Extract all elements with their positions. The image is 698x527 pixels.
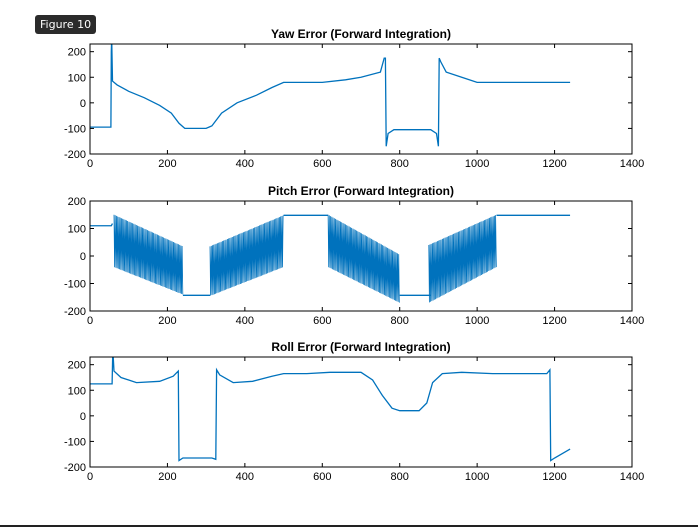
y-tick-label: 200: [68, 47, 86, 59]
x-tick-label: 400: [236, 315, 254, 327]
x-tick-label: 1400: [620, 471, 644, 483]
series-oscillation-band-1: [113, 214, 184, 295]
x-tick-label: 800: [391, 158, 409, 170]
y-tick-label: 200: [68, 196, 86, 208]
y-tick-label: 100: [68, 224, 86, 236]
series-line: [90, 357, 571, 462]
axes-box: [89, 43, 633, 155]
y-tick-label: -100: [64, 436, 86, 448]
subplot-3: Roll Error (Forward Integration) 0 200 400 6…: [64, 340, 644, 483]
data-series: [90, 357, 571, 462]
axes-box: [89, 356, 633, 468]
y-tick-label: -100: [64, 123, 86, 135]
x-tick-label: 200: [158, 471, 176, 483]
x-tick-label: 1000: [465, 471, 489, 483]
x-tick-label: 1000: [465, 158, 489, 170]
x-tick-label: 1400: [620, 158, 644, 170]
subplot-title: Yaw Error (Forward Integration): [271, 27, 451, 41]
series-line-plateaus: [90, 214, 571, 296]
y-tick-label: 0: [80, 411, 86, 423]
y-tick-label: -200: [64, 149, 86, 161]
x-tick-label: 1200: [542, 471, 566, 483]
x-tick-label: 0: [87, 471, 93, 483]
y-tick-label: 100: [68, 72, 86, 84]
x-tick-label: 400: [236, 471, 254, 483]
y-tick-label: 0: [80, 98, 86, 110]
y-tick-label: -200: [64, 306, 86, 318]
x-tick-label: 200: [158, 315, 176, 327]
series-line: [90, 44, 571, 147]
y-tick-label: -100: [64, 279, 86, 291]
subplot-title: Pitch Error (Forward Integration): [268, 184, 454, 198]
data-series: [90, 44, 571, 147]
x-tick-label: 800: [391, 471, 409, 483]
subplot-2: Pitch Error (Forward Integration) 0 200 400…: [64, 184, 644, 327]
x-tick-label: 600: [313, 158, 331, 170]
series-oscillation-band-3: [327, 214, 400, 303]
subplot-title: Roll Error (Forward Integration): [271, 340, 450, 354]
x-tick-label: 1200: [542, 158, 566, 170]
y-tick-label: 200: [68, 360, 86, 372]
x-tick-label: 600: [313, 315, 331, 327]
y-tick-label: 0: [80, 251, 86, 263]
x-tick-label: 0: [87, 315, 93, 327]
data-series: [90, 214, 571, 303]
x-tick-label: 1400: [620, 315, 644, 327]
subplot-1: Yaw Error (Forward Integration) 0 200 400 60…: [64, 27, 644, 170]
x-tick-label: 400: [236, 158, 254, 170]
x-tick-label: 1200: [542, 315, 566, 327]
y-tick-label: 100: [68, 385, 86, 397]
series-oscillation-band-2: [209, 215, 284, 296]
x-tick-label: 800: [391, 315, 409, 327]
x-tick-label: 0: [87, 158, 93, 170]
x-tick-label: 600: [313, 471, 331, 483]
x-tick-label: 200: [158, 158, 176, 170]
series-oscillation-band-4: [428, 215, 497, 303]
window-bottom-border: [0, 525, 698, 527]
x-tick-label: 1000: [465, 315, 489, 327]
figure-label[interactable]: Figure 10: [35, 15, 97, 34]
y-tick-label: -200: [64, 462, 86, 474]
